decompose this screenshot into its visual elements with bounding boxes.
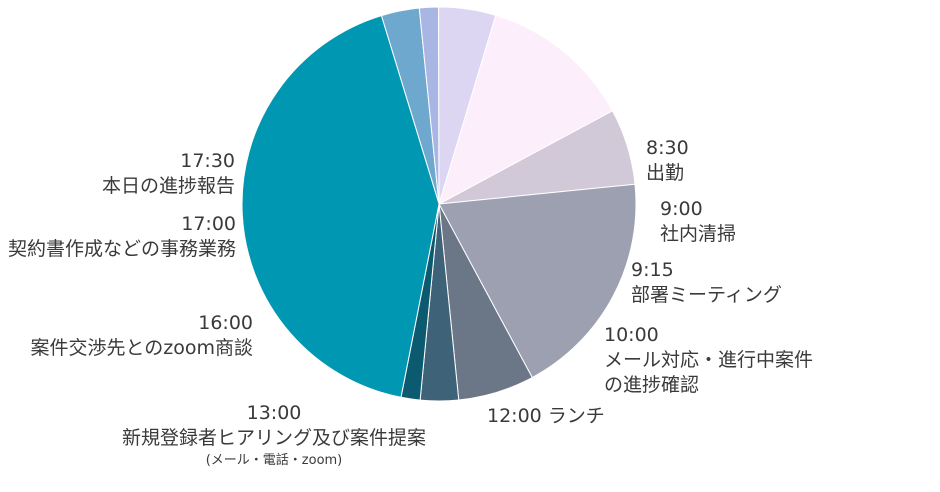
slice-label-text: 契約書作成などの事務業務	[7, 238, 236, 261]
pie-slice-9	[241, 14, 440, 398]
slice-label-text: 案件交渉先とのzoom商談	[30, 337, 253, 360]
slice-time: 17:00	[181, 213, 236, 235]
pie-slice-5	[438, 183, 637, 379]
slice-time-label: 12:00 ランチ	[487, 405, 605, 427]
slice-time: 8:30	[646, 137, 689, 159]
slice-label-text: 部署ミーティング	[631, 284, 782, 307]
slice-label-text: 出勤	[646, 162, 685, 185]
slice-time: 13:00	[246, 402, 302, 424]
slice-label-6: 16:00 案件交渉先とのzoom商談	[30, 311, 253, 361]
slice-label-5: 13:00 新規登録者ヒアリング及び案件提案 (メール・電話・zoom)	[0, 401, 548, 471]
slice-label-4: 12:00 ランチ	[487, 404, 605, 429]
slice-label-text: 社内清掃	[660, 223, 737, 246]
slice-time: 16:00	[198, 312, 253, 334]
slice-label-1: 9:00 社内清掃	[660, 197, 736, 247]
slice-time: 17:30	[180, 150, 235, 172]
slice-label-text: の進捗確認	[604, 374, 700, 397]
slice-label-7: 17:00 契約書作成などの事務業務	[8, 212, 236, 262]
slice-label-2: 9:15 部署ミーティング	[631, 258, 782, 308]
slice-label-text: 本日の進捗報告	[101, 175, 235, 198]
slice-label-text: メール対応・進行中案件	[604, 349, 814, 372]
slice-time: 10:00	[604, 324, 659, 346]
slice-time: 9:15	[631, 259, 674, 281]
slice-label-text: 新規登録者ヒアリング及び案件提案	[121, 427, 426, 450]
slice-label-3: 10:00 メール対応・進行中案件 の進捗確認	[604, 323, 813, 398]
slice-sublabel: (メール・電話・zoom)	[205, 453, 343, 469]
pie-slice-3	[438, 14, 614, 206]
slice-label-0: 8:30 出勤	[646, 136, 689, 186]
slice-label-8: 17:30 本日の進捗報告	[102, 149, 235, 199]
slice-time: 9:00	[660, 198, 703, 220]
